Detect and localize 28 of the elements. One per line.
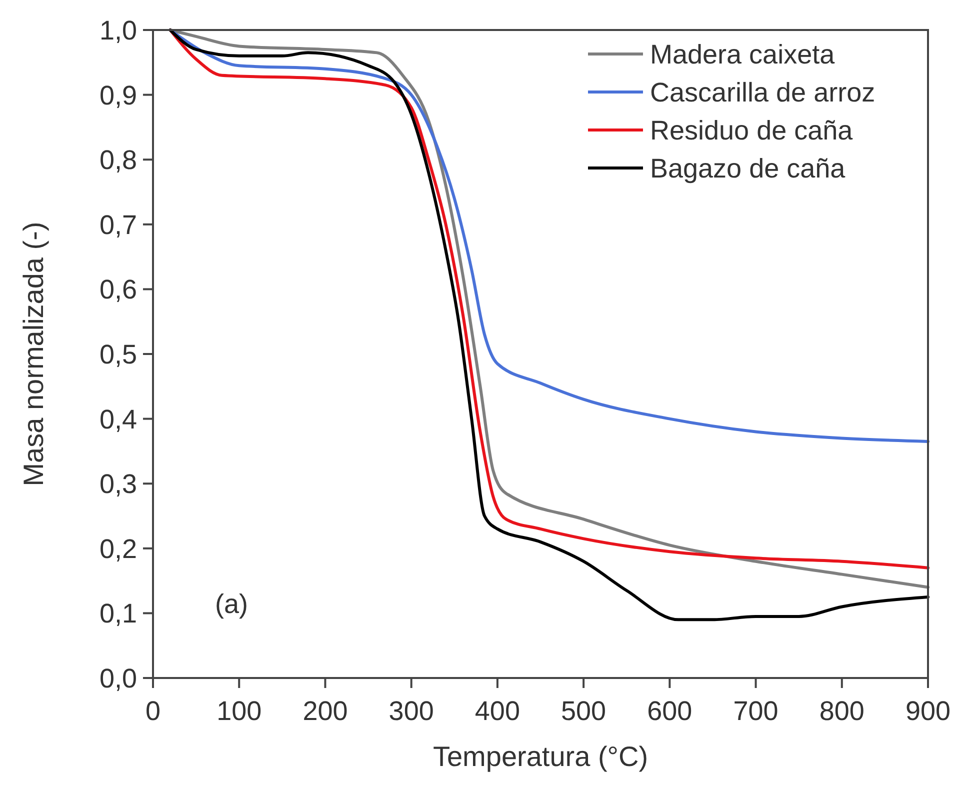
- y-tick-label: 1,0: [99, 15, 137, 46]
- x-tick-label: 300: [388, 696, 434, 726]
- x-tick-label: 900: [905, 696, 951, 726]
- y-tick-label: 0,2: [99, 534, 137, 564]
- y-tick-label: 0,6: [99, 274, 137, 305]
- x-tick-label: 500: [561, 696, 606, 726]
- x-tick-label: 700: [733, 696, 778, 726]
- x-axis-title: Temperatura (°C): [432, 741, 648, 772]
- x-tick-label: 800: [819, 696, 864, 726]
- y-tick-label: 0,9: [99, 80, 137, 110]
- x-tick-label: 600: [647, 696, 692, 726]
- y-tick-label: 0,5: [99, 339, 137, 370]
- y-axis-title: Masa normalizada (-): [18, 222, 49, 486]
- x-tick-label: 100: [216, 696, 262, 726]
- legend-label: Madera caixeta: [650, 39, 836, 70]
- y-tick-label: 0,4: [99, 404, 137, 434]
- y-tick-label: 0,3: [99, 469, 137, 500]
- x-tick-label: 0: [145, 696, 161, 726]
- y-tick-label: 0,7: [99, 210, 137, 240]
- legend-label: Residuo de caña: [650, 115, 854, 146]
- legend-label: Cascarilla de arroz: [650, 77, 876, 108]
- y-tick-label: 0,0: [99, 663, 137, 694]
- y-tick-label: 0,1: [99, 598, 137, 629]
- x-tick-label: 400: [474, 696, 520, 726]
- legend-label: Bagazo de caña: [650, 153, 846, 184]
- x-tick-label: 200: [302, 696, 348, 726]
- annotation: (a): [215, 589, 248, 620]
- y-tick-label: 0,8: [99, 145, 137, 176]
